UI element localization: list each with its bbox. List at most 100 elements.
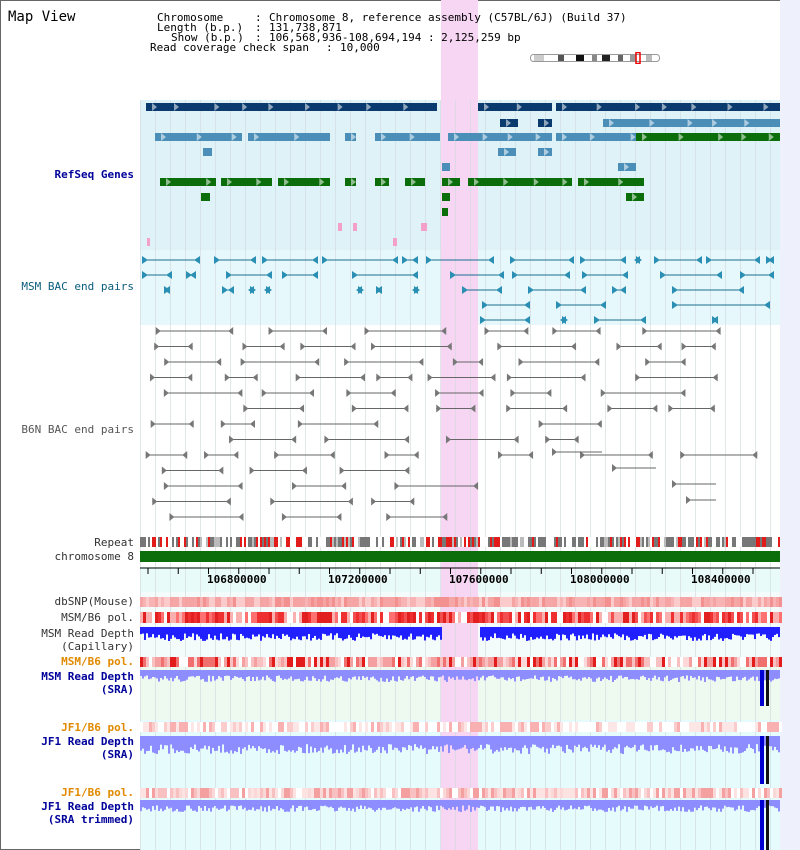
track-label-jf1-b6-pol-1[interactable]: JF1/B6 pol.	[61, 721, 134, 734]
polymorphism-cell	[773, 612, 776, 623]
gene-strand-arrow	[678, 133, 684, 141]
repeat-segment	[280, 537, 282, 547]
bac-end-marker	[441, 327, 447, 335]
repeat-segment	[446, 537, 448, 547]
read-depth-bar	[248, 627, 250, 639]
read-depth-bar	[680, 670, 682, 677]
read-depth-bar	[244, 800, 246, 808]
read-depth-bar	[706, 800, 708, 807]
read-depth-bar	[420, 627, 422, 637]
track-label-refseq[interactable]: RefSeq Genes	[54, 168, 134, 181]
polymorphism-cell	[236, 612, 239, 623]
read-depth-bar	[286, 627, 288, 635]
polymorphism-cell	[665, 612, 668, 623]
polymorphism-cell	[737, 657, 740, 667]
polymorphism-cell	[602, 612, 605, 623]
snp-density-cell	[323, 597, 326, 607]
read-depth-bar	[464, 670, 466, 680]
read-depth-bar	[266, 800, 268, 812]
polymorphism-cell	[161, 722, 164, 732]
read-depth-bar	[230, 670, 232, 680]
read-depth-bar	[456, 800, 458, 807]
repeat-segment	[410, 537, 412, 547]
read-depth-bar	[188, 627, 190, 637]
repeat-segment	[272, 537, 274, 547]
polymorphism-cell	[371, 612, 374, 623]
chromosome-ideogram[interactable]	[530, 52, 661, 64]
read-depth-bar	[230, 800, 232, 806]
read-depth-bar	[578, 800, 580, 807]
repeat-segment	[704, 537, 706, 547]
polymorphism-cell	[617, 788, 620, 798]
polymorphism-cell	[614, 722, 617, 732]
read-depth-bar	[166, 627, 168, 635]
snp-density-cell	[221, 597, 224, 607]
read-depth-bar	[274, 800, 276, 810]
read-depth-bar	[202, 670, 204, 679]
read-depth-bar	[178, 670, 180, 680]
polymorphism-cell	[419, 788, 422, 798]
snp-density-cell	[710, 597, 713, 607]
track-label-msm-b6-pol-1[interactable]: MSM/B6 pol.	[61, 611, 134, 624]
read-depth-bar	[386, 800, 388, 810]
read-depth-bar	[554, 670, 556, 679]
polymorphism-cell	[590, 722, 593, 732]
read-depth-bar	[672, 736, 674, 748]
gene-strand-arrow	[687, 119, 693, 127]
read-depth-bar	[718, 800, 720, 809]
track-label-jf1-depth-sra[interactable]: JF1 Read Depth	[41, 735, 134, 748]
track-label-msm-depth-capillary[interactable]: MSM Read Depth	[41, 627, 134, 640]
snp-density-cell	[707, 597, 710, 607]
track-label-b6n-bac[interactable]: B6N BAC end pairs	[21, 423, 134, 436]
polymorphism-cell	[188, 612, 191, 623]
snp-density-cell	[155, 597, 158, 607]
read-depth-bar	[480, 736, 482, 745]
read-depth-bar	[770, 800, 772, 807]
read-depth-bar	[338, 800, 340, 808]
read-depth-bar	[588, 800, 590, 806]
read-depth-bar	[184, 627, 186, 634]
polymorphism-cell	[239, 722, 242, 732]
read-depth-bar	[286, 800, 288, 812]
bac-end-marker	[635, 373, 641, 382]
read-depth-bar	[478, 800, 480, 808]
read-depth-bar	[500, 627, 502, 639]
read-depth-bar	[294, 736, 296, 753]
polymorphism-cell	[224, 788, 227, 798]
read-depth-bar	[658, 800, 660, 811]
repeat-segment	[514, 537, 516, 547]
read-depth-bar	[370, 627, 372, 640]
polymorphism-cell	[398, 612, 401, 623]
repeat-segment	[638, 537, 640, 547]
track-label-jf1-depth-trimmed[interactable]: JF1 Read Depth	[41, 800, 134, 813]
read-depth-bar	[182, 736, 184, 751]
track-label-jf1-b6-pol-2[interactable]: JF1/B6 pol.	[61, 786, 134, 799]
repeat-segment	[412, 537, 414, 547]
bac-end-marker	[300, 342, 306, 351]
track-label-msm-depth-sra[interactable]: MSM Read Depth	[41, 670, 134, 683]
read-depth-bar	[624, 800, 626, 807]
polymorphism-cell	[752, 612, 755, 623]
repeat-segment	[154, 537, 156, 547]
read-depth-bar	[346, 627, 348, 639]
snp-density-cell	[524, 597, 527, 607]
snp-density-cell	[287, 597, 290, 607]
repeat-segment	[260, 537, 262, 547]
read-depth-bar	[520, 670, 522, 682]
gene-strand-arrow	[691, 103, 697, 111]
polymorphism-cell	[752, 657, 755, 667]
track-label-msm-b6-pol-2[interactable]: MSM/B6 pol.	[61, 655, 134, 668]
read-depth-bar	[282, 736, 284, 746]
repeat-segment	[604, 537, 606, 547]
polymorphism-cell	[275, 788, 278, 798]
bac-end-marker	[595, 327, 601, 335]
repeat-segment	[534, 537, 536, 547]
track-label-msm-bac[interactable]: MSM BAC end pairs	[21, 280, 134, 293]
polymorphism-cell	[323, 657, 326, 667]
polymorphism-cell	[548, 722, 551, 732]
read-depth-bar	[366, 627, 368, 638]
read-depth-bar	[490, 736, 492, 750]
track-label-dbsnp[interactable]: dbSNP(Mouse)	[54, 595, 134, 608]
read-depth-bar	[638, 800, 640, 810]
gene-strand-arrow	[506, 119, 511, 127]
